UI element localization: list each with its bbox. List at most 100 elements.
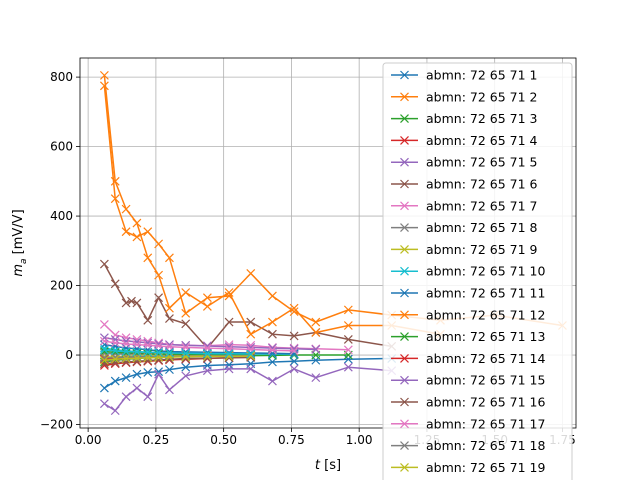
x-axis-label: t [s] [315, 458, 341, 473]
data-point [132, 218, 142, 228]
data-point [224, 360, 234, 370]
x-tick-label: 0.50 [210, 433, 237, 447]
legend-item: abmn: 72 65 71 17 [391, 416, 545, 431]
data-point [127, 296, 136, 306]
data-point [110, 406, 120, 416]
data-point [181, 288, 191, 297]
data-point [202, 293, 212, 303]
legend-item: abmn: 72 65 71 16 [391, 395, 545, 410]
data-point [246, 364, 256, 374]
legend-item: abmn: 72 65 71 2 [391, 89, 537, 104]
legend-marker [400, 288, 409, 298]
y-axis-label: ma [mV/V] [11, 209, 29, 276]
data-point [311, 328, 321, 337]
legend-label: abmn: 72 65 71 17 [426, 416, 545, 431]
data-point [202, 301, 212, 311]
data-point [311, 317, 321, 327]
data-point [224, 288, 234, 297]
data-point [143, 227, 153, 237]
legend-marker [400, 92, 409, 102]
y-tick-label: 600 [50, 140, 73, 154]
data-point [224, 317, 234, 327]
data-point [246, 317, 256, 327]
data-point [110, 354, 120, 364]
y-axis-label-unit: [mV/V] [11, 209, 26, 258]
legend-item: abmn: 72 65 71 9 [391, 242, 538, 257]
data-point [132, 353, 142, 363]
legend-marker [400, 135, 409, 145]
data-point [132, 340, 142, 350]
data-point [224, 349, 234, 359]
data-point [268, 345, 277, 355]
data-point [110, 194, 120, 204]
legend-item: abmn: 72 65 71 8 [391, 220, 538, 235]
series-15 [99, 333, 321, 354]
data-point [121, 227, 131, 237]
y-axis-label-subscript: a [19, 258, 29, 264]
y-tick-label: 0 [65, 348, 73, 362]
data-point [343, 321, 353, 330]
legend-marker [400, 201, 409, 211]
data-point [154, 270, 164, 280]
data-point [99, 81, 109, 91]
data-point [165, 365, 174, 375]
legend-marker [400, 223, 409, 233]
legend-marker [400, 419, 409, 429]
data-point [343, 345, 353, 355]
series-19 [99, 351, 256, 365]
data-point [154, 352, 164, 361]
data-point [165, 352, 174, 362]
data-point [143, 340, 153, 350]
legend-label: abmn: 72 65 71 7 [426, 198, 537, 213]
legend-item: abmn: 72 65 71 13 [391, 329, 545, 344]
data-point [143, 347, 153, 357]
legend-marker [400, 179, 409, 189]
data-point [121, 354, 131, 363]
data-point [181, 362, 191, 372]
x-tick-label: 0.00 [75, 433, 102, 447]
data-point [246, 353, 256, 362]
legend-marker [400, 353, 409, 363]
y-tick-label: 200 [50, 279, 73, 293]
data-point [143, 367, 153, 377]
data-point [99, 347, 109, 356]
data-point [343, 354, 353, 364]
data-point [121, 339, 131, 349]
y-tick-label: 400 [50, 209, 73, 223]
data-point [99, 259, 109, 269]
legend-item: abmn: 72 65 71 19 [391, 460, 545, 475]
legend-item: abmn: 72 65 71 3 [391, 111, 537, 126]
legend-marker [400, 244, 409, 254]
legend-label: abmn: 72 65 71 2 [426, 89, 537, 104]
data-point [311, 373, 321, 383]
data-point [181, 308, 191, 318]
legend-label: abmn: 72 65 71 16 [426, 395, 545, 410]
data-point [202, 366, 212, 376]
data-point [99, 345, 109, 355]
data-point [99, 320, 109, 329]
legend-item: abmn: 72 65 71 18 [391, 438, 545, 453]
data-point [132, 369, 142, 379]
data-point [132, 383, 142, 393]
legend-item: abmn: 72 65 71 7 [391, 198, 537, 213]
data-point [154, 369, 164, 379]
data-point [110, 338, 120, 348]
legend-label: abmn: 72 65 71 11 [426, 286, 545, 301]
legend-label: abmn: 72 65 71 19 [426, 460, 545, 475]
data-point [143, 253, 153, 263]
data-point [268, 357, 277, 367]
data-point [289, 346, 299, 356]
data-point [343, 334, 353, 344]
legend-marker [400, 332, 409, 342]
data-point [99, 333, 109, 343]
legend-marker [400, 70, 409, 80]
legend: abmn: 72 65 71 1 abmn: 72 65 71 2 abmn: 72… [382, 62, 573, 484]
data-point [202, 349, 212, 359]
data-point [110, 176, 120, 186]
data-point [181, 371, 191, 381]
data-point [143, 315, 153, 325]
data-point [110, 279, 120, 289]
data-point [154, 367, 164, 377]
data-point [121, 298, 131, 308]
